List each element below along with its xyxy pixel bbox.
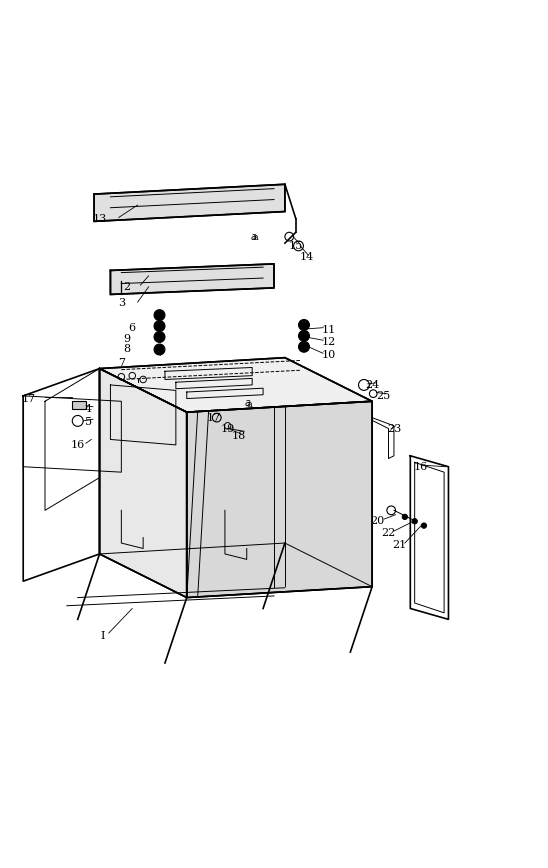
Text: a: a (247, 399, 252, 409)
Text: a: a (252, 233, 258, 242)
Text: 25: 25 (376, 391, 390, 401)
Bar (72, 401, 86, 410)
Text: 6: 6 (129, 323, 136, 332)
Text: 18: 18 (231, 431, 246, 441)
Text: 4: 4 (85, 404, 92, 414)
Text: 23: 23 (387, 424, 401, 433)
Polygon shape (111, 264, 274, 294)
Text: 14: 14 (300, 252, 314, 262)
Circle shape (421, 523, 427, 529)
Circle shape (154, 320, 165, 332)
Polygon shape (94, 184, 285, 221)
Text: 7: 7 (118, 358, 125, 368)
Text: I: I (100, 631, 105, 641)
Text: 3: 3 (118, 298, 125, 308)
Text: 19: 19 (220, 424, 235, 433)
Circle shape (299, 319, 310, 331)
Text: 22: 22 (381, 529, 396, 538)
Text: 2: 2 (123, 282, 130, 292)
Polygon shape (187, 401, 372, 597)
Circle shape (402, 514, 408, 520)
Circle shape (154, 310, 165, 320)
Text: 17: 17 (21, 393, 36, 404)
Text: 15: 15 (289, 241, 303, 251)
Text: 11: 11 (321, 326, 335, 335)
Text: 17: 17 (207, 412, 221, 423)
Circle shape (412, 518, 418, 524)
Text: 16: 16 (71, 440, 85, 450)
Circle shape (299, 331, 310, 341)
Circle shape (299, 341, 310, 352)
Circle shape (154, 332, 165, 342)
Text: 20: 20 (370, 516, 385, 526)
Text: 8: 8 (123, 345, 130, 354)
Text: a: a (250, 232, 256, 241)
Polygon shape (100, 369, 187, 597)
Text: 21: 21 (392, 540, 407, 550)
Text: 12: 12 (321, 338, 335, 347)
Text: a: a (245, 398, 251, 408)
Text: 5: 5 (85, 417, 92, 427)
Text: 9: 9 (123, 333, 130, 344)
Text: 24: 24 (365, 380, 379, 390)
Text: 10: 10 (321, 350, 335, 360)
Circle shape (154, 344, 165, 355)
Text: 13: 13 (93, 214, 107, 224)
Polygon shape (100, 358, 372, 412)
Text: 16: 16 (414, 462, 429, 471)
